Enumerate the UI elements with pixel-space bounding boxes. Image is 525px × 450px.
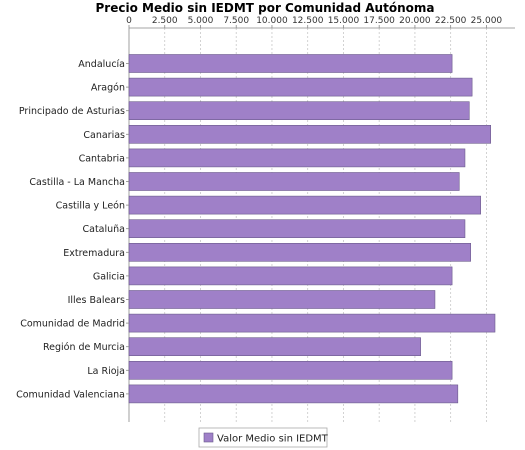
bar <box>128 148 466 168</box>
legend-swatch <box>203 432 214 443</box>
category-label: Castilla y León <box>56 201 125 212</box>
legend-box <box>198 427 328 448</box>
bar <box>128 384 459 404</box>
bars <box>128 54 496 404</box>
x-tick-label: 17.500 <box>363 16 395 26</box>
bar <box>128 243 471 262</box>
category-label: Cantabria <box>79 153 125 164</box>
legend-label: Valor Medio sin IEDMT <box>217 434 329 445</box>
category-label: Cataluña <box>82 224 125 235</box>
category-label: Principado de Asturias <box>19 106 125 117</box>
bar <box>128 313 496 333</box>
bar <box>128 101 470 120</box>
bar <box>128 219 466 238</box>
category-label: Comunidad Valenciana <box>16 389 125 400</box>
x-tick-label: 5.000 <box>188 16 214 26</box>
category-label: Castilla - La Mancha <box>29 177 125 188</box>
x-tick-label: 2.500 <box>152 16 178 26</box>
bar <box>128 195 481 215</box>
category-label: Región de Murcia <box>43 342 125 353</box>
bar <box>128 266 453 286</box>
bar <box>128 360 453 380</box>
chart-title: Precio Medio sin IEDMT por Comunidad Aut… <box>96 1 435 15</box>
category-label: Comunidad de Madrid <box>20 319 125 330</box>
x-tick-label: 20.000 <box>399 16 431 26</box>
x-tick-label: 0 <box>126 16 132 26</box>
category-label: Aragón <box>91 83 125 94</box>
category-label: Galicia <box>93 271 125 282</box>
bar <box>128 172 460 191</box>
category-label: Extremadura <box>63 248 125 259</box>
x-tick-label: 12.500 <box>292 16 324 26</box>
x-tick-label: 15.000 <box>328 16 360 26</box>
category-label: La Rioja <box>87 366 125 377</box>
category-label: Illes Balears <box>68 295 125 306</box>
bar <box>128 290 436 309</box>
x-tick-label: 25.000 <box>471 16 503 26</box>
category-label: Andalucía <box>78 59 125 70</box>
category-label: Canarias <box>83 130 125 141</box>
x-tick-label: 10.000 <box>256 16 288 26</box>
legend: Valor Medio sin IEDMT <box>198 427 329 448</box>
x-tick-label: 22.500 <box>435 16 467 26</box>
bar <box>128 77 473 97</box>
bar <box>128 337 421 357</box>
category-labels: Andalucía Aragón Principado de Asturias Can… <box>16 59 129 400</box>
x-tick-label: 7.500 <box>223 16 249 26</box>
bar <box>128 125 491 144</box>
bar <box>128 54 453 73</box>
